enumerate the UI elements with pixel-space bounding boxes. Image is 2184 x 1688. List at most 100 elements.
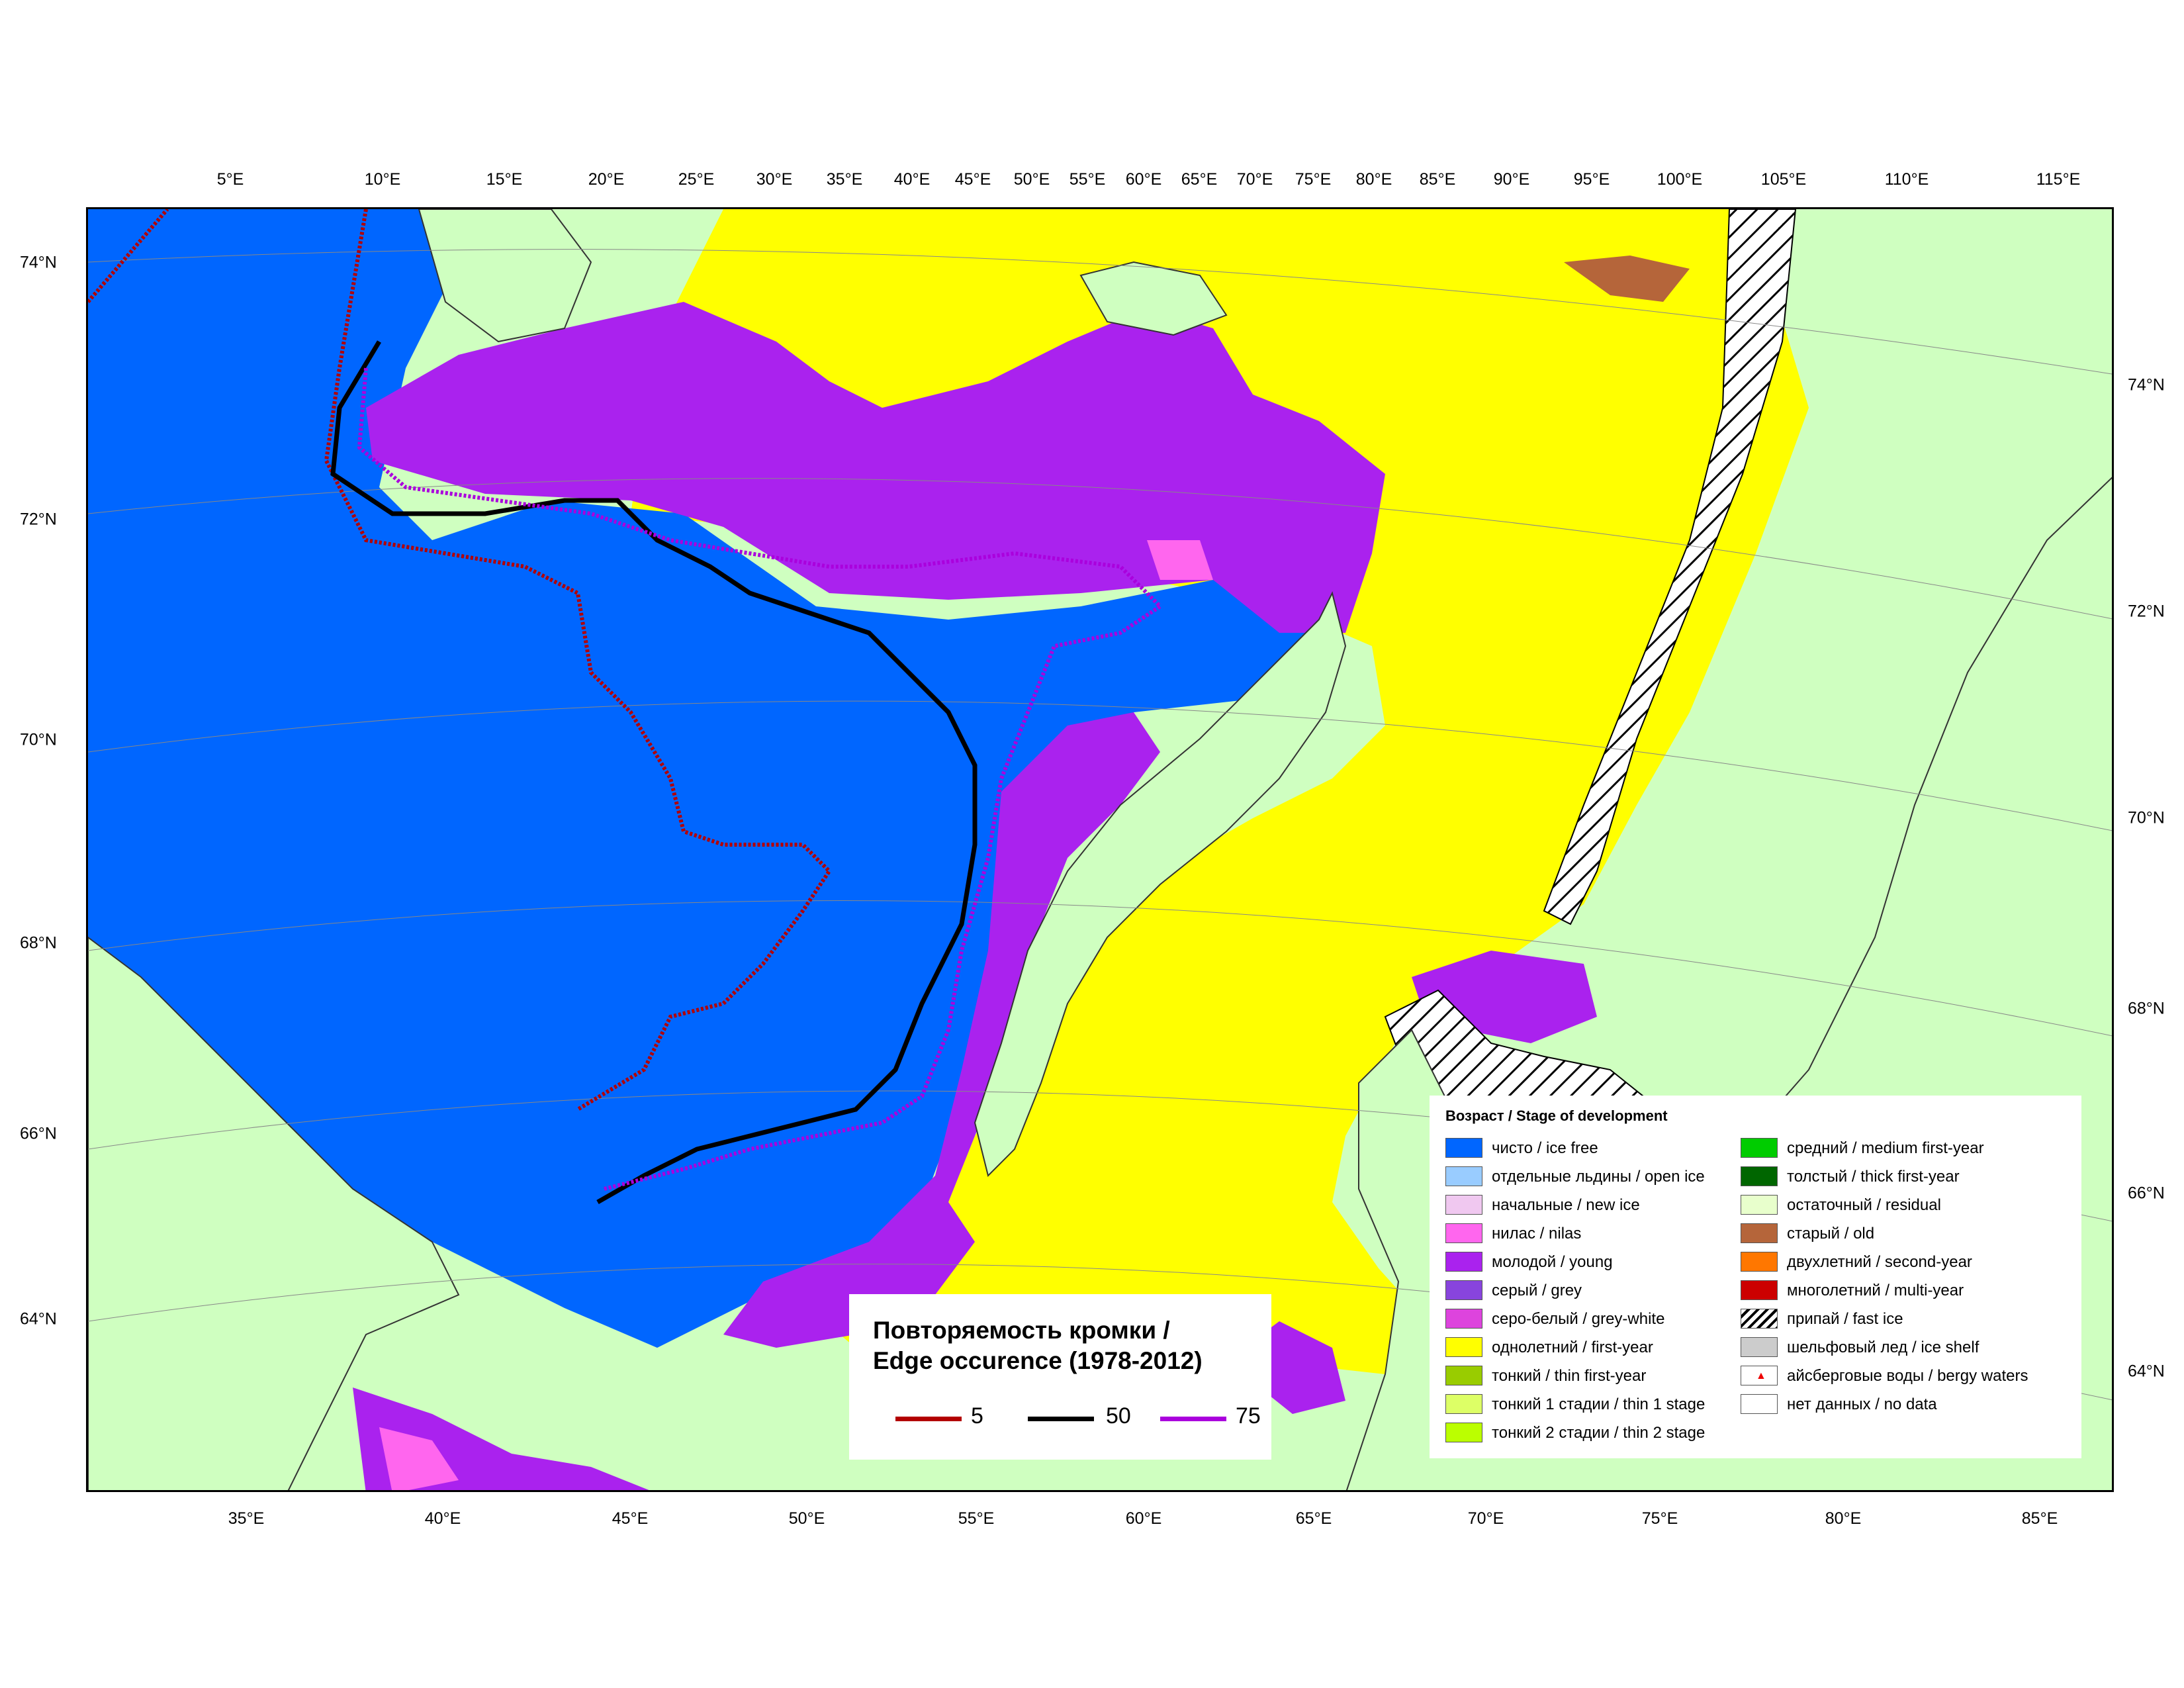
lon-label: 70°E — [1467, 1509, 1504, 1528]
lon-label: 55°E — [958, 1509, 995, 1528]
legend-swatch — [1741, 1195, 1778, 1215]
legend-swatch — [1741, 1309, 1778, 1329]
edge-line-5 — [88, 209, 832, 1111]
lon-label: 75°E — [1641, 1509, 1678, 1528]
lat-label: 70°N — [20, 730, 57, 749]
legend-swatch — [1741, 1138, 1778, 1158]
lon-label: 40°E — [424, 1509, 461, 1528]
edge-label-50: 50 — [1106, 1403, 1131, 1429]
legend-label: отдельные льдины / open ice — [1492, 1168, 1705, 1186]
lat-label: 64°N — [20, 1309, 57, 1329]
legend-swatch — [1741, 1280, 1778, 1300]
legend-label: айсберговые воды / bergy waters — [1787, 1367, 2028, 1385]
legend-title: Возраст / Stage of development — [1445, 1107, 1668, 1124]
nilas-patch — [1147, 540, 1213, 580]
legend-swatch — [1445, 1280, 1482, 1300]
legend-swatch — [1445, 1223, 1482, 1243]
legend-label: серый / grey — [1492, 1282, 1582, 1299]
lon-label: 60°E — [1125, 170, 1162, 189]
legend-label: чисто / ice free — [1492, 1139, 1598, 1157]
legend-label: средний / medium first-year — [1787, 1139, 1984, 1157]
edge-line-swatch-50 — [1028, 1417, 1094, 1421]
legend-label: серо-белый / grey-white — [1492, 1310, 1665, 1328]
legend-label: тонкий / thin first-year — [1492, 1367, 1647, 1385]
legend-swatch — [1741, 1166, 1778, 1186]
iceberg-marker-icon: ▲ — [1756, 1370, 1766, 1382]
edge-legend-title: Повторяемость кромки / Edge occurence (1… — [873, 1315, 1203, 1376]
old-ice-patch — [1564, 256, 1690, 302]
lon-label: 60°E — [1125, 1509, 1162, 1528]
lon-label: 85°E — [2021, 1509, 2058, 1528]
young-ice-band — [723, 712, 1160, 1348]
lon-label: 55°E — [1069, 170, 1106, 189]
lon-label: 70°E — [1236, 170, 1273, 189]
lat-label: 74°N — [20, 253, 57, 272]
legend-label: толстый / thick first-year — [1787, 1168, 1960, 1186]
edge-label-5: 5 — [971, 1403, 983, 1429]
legend-label: начальные / new ice — [1492, 1196, 1640, 1214]
lon-label: 20°E — [588, 170, 625, 189]
legend-label: многолетний / multi-year — [1787, 1282, 1964, 1299]
legend-swatch — [1741, 1337, 1778, 1357]
legend-swatch — [1445, 1337, 1482, 1357]
edge-legend-title-line1: Повторяемость кромки / — [873, 1317, 1170, 1344]
lat-label: 72°N — [2128, 602, 2165, 621]
legend-label: молодой / young — [1492, 1253, 1613, 1271]
legend-label: нет данных / no data — [1787, 1395, 1937, 1413]
ice-free-region — [88, 209, 1332, 1348]
lon-label: 25°E — [678, 170, 715, 189]
legend-swatch — [1445, 1166, 1482, 1186]
lon-label: 90°E — [1493, 170, 1530, 189]
lon-label: 10°E — [364, 170, 401, 189]
legend-swatch: ▲ — [1741, 1366, 1778, 1385]
lon-label: 110°E — [1884, 170, 1929, 189]
edge-legend-title-line2: Edge occurence (1978-2012) — [873, 1347, 1203, 1374]
lon-label: 50°E — [788, 1509, 825, 1528]
lon-label: 5°E — [216, 170, 244, 189]
edge-line-swatch-75 — [1160, 1417, 1226, 1421]
lon-label: 45°E — [954, 170, 991, 189]
lon-label: 95°E — [1573, 170, 1610, 189]
lat-label: 68°N — [2128, 999, 2165, 1018]
legend-label: тонкий 2 стадии / thin 2 stage — [1492, 1424, 1706, 1442]
legend-swatch — [1741, 1394, 1778, 1414]
fast-ice-area — [1543, 209, 1797, 925]
lat-label: 68°N — [20, 933, 57, 953]
edge-line-75 — [357, 367, 1163, 1191]
lat-label: 66°N — [2128, 1184, 2165, 1203]
lat-label: 66°N — [20, 1124, 57, 1143]
lon-label: 30°E — [756, 170, 793, 189]
stage-of-development-legend: Возраст / Stage of development чисто / i… — [1430, 1096, 2081, 1458]
edge-line-50 — [330, 340, 978, 1205]
legend-label: старый / old — [1787, 1225, 1875, 1243]
lat-label: 72°N — [20, 510, 57, 529]
lon-label: 115°E — [2036, 170, 2081, 189]
young-ice-band — [366, 302, 1385, 633]
lon-label: 35°E — [826, 170, 863, 189]
lat-label: 64°N — [2128, 1362, 2165, 1381]
legend-swatch — [1741, 1223, 1778, 1243]
nilas-patch — [379, 1427, 459, 1490]
edge-line-swatch-5 — [895, 1417, 962, 1421]
legend-label: тонкий 1 стадии / thin 1 stage — [1492, 1395, 1706, 1413]
edge-label-75: 75 — [1236, 1403, 1261, 1429]
lon-label: 100°E — [1657, 170, 1703, 189]
lon-label: 45°E — [612, 1509, 649, 1528]
lon-label: 40°E — [893, 170, 931, 189]
legend-swatch — [1445, 1423, 1482, 1442]
legend-swatch — [1445, 1195, 1482, 1215]
legend-label: двухлетний / second-year — [1787, 1253, 1972, 1271]
legend-swatch — [1445, 1252, 1482, 1272]
land-scandinavia — [88, 936, 460, 1490]
lon-label: 65°E — [1181, 170, 1218, 189]
legend-swatch — [1445, 1309, 1482, 1329]
lat-label: 70°N — [2128, 808, 2165, 827]
legend-label: припай / fast ice — [1787, 1310, 1903, 1328]
legend-swatch — [1445, 1138, 1482, 1158]
graticule — [88, 249, 2112, 1401]
legend-label: нилас / nilas — [1492, 1225, 1582, 1243]
legend-swatch — [1445, 1394, 1482, 1414]
legend-label: остаточный / residual — [1787, 1196, 1941, 1214]
land-svalbard — [418, 209, 592, 343]
legend-swatch — [1741, 1252, 1778, 1272]
